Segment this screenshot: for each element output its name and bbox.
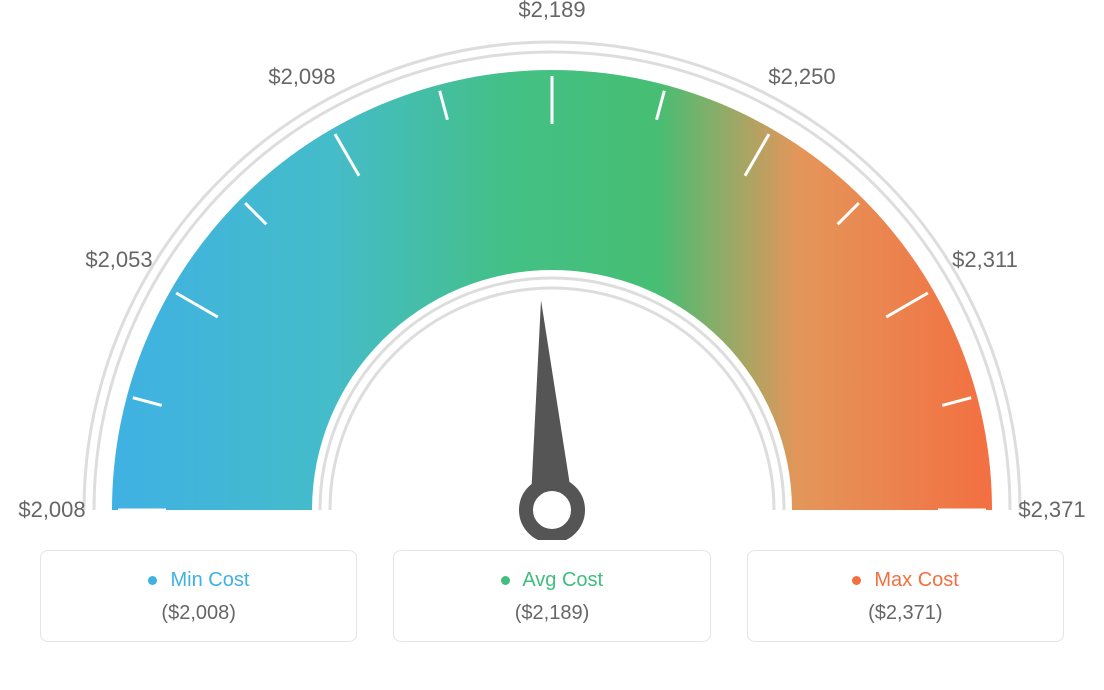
gauge-tick-label: $2,189 — [518, 0, 585, 23]
legend-value-max: ($2,371) — [758, 602, 1053, 625]
bullet-avg-icon — [501, 576, 510, 585]
legend-title-avg-text: Avg Cost — [522, 569, 603, 591]
legend-card-min: Min Cost ($2,008) — [40, 550, 357, 642]
gauge-tick-label: $2,311 — [952, 247, 1018, 273]
gauge-container: $2,008 $2,053 $2,098 $2,189 $2,250 $2,311 $2,3… — [0, 0, 1104, 540]
gauge-tick-label: $2,250 — [768, 64, 835, 90]
gauge-svg — [0, 0, 1104, 540]
gauge-tick-label: $2,053 — [85, 247, 152, 273]
gauge-tick-label: $2,008 — [18, 497, 85, 523]
legend-title-max: Max Cost — [758, 569, 1053, 592]
bullet-max-icon — [852, 576, 861, 585]
legend-row: Min Cost ($2,008) Avg Cost ($2,189) Max … — [0, 550, 1104, 642]
legend-card-avg: Avg Cost ($2,189) — [393, 550, 710, 642]
legend-title-avg: Avg Cost — [404, 569, 699, 592]
gauge-tick-label: $2,371 — [1018, 497, 1085, 523]
legend-title-min: Min Cost — [51, 569, 346, 592]
bullet-min-icon — [148, 576, 157, 585]
legend-title-min-text: Min Cost — [170, 569, 249, 591]
legend-value-avg: ($2,189) — [404, 602, 699, 625]
legend-card-max: Max Cost ($2,371) — [747, 550, 1064, 642]
legend-title-max-text: Max Cost — [874, 569, 958, 591]
gauge-tick-label: $2,098 — [268, 64, 335, 90]
legend-value-min: ($2,008) — [51, 602, 346, 625]
